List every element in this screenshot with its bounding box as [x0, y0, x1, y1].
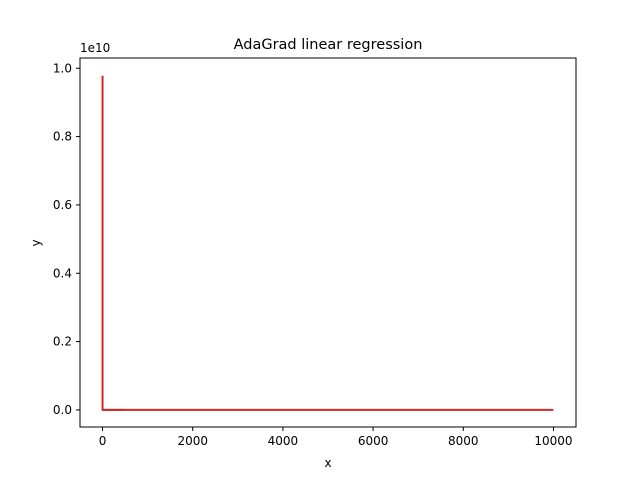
x-tick-label: 0: [99, 434, 107, 448]
y-axis-label: y: [29, 239, 43, 246]
x-tick-label: 4000: [268, 434, 299, 448]
y-tick-label: 1.0: [53, 61, 72, 75]
chart-title: AdaGrad linear regression: [234, 37, 423, 53]
x-tick-label: 10000: [534, 434, 572, 448]
plot-series: [101, 75, 554, 411]
y-axis-offset-label: 1e10: [80, 41, 110, 55]
y-tick-label: 0.2: [53, 335, 72, 349]
y-tick-label: 0.8: [53, 130, 72, 144]
plot-frame: [79, 57, 577, 428]
x-tick-label: 2000: [177, 434, 208, 448]
x-axis-label: x: [324, 456, 331, 470]
y-tick-label: 0.0: [53, 403, 72, 417]
y-tick-label: 0.6: [53, 198, 72, 212]
x-axis: 0 2000 4000 6000 8000 10000: [99, 427, 573, 448]
series-line-1: [101, 75, 554, 411]
x-tick-label: 6000: [358, 434, 389, 448]
x-tick-label: 8000: [448, 434, 479, 448]
y-axis: 0.0 0.2 0.4 0.6 0.8 1.0: [53, 61, 80, 417]
y-tick-label: 0.4: [53, 266, 72, 280]
